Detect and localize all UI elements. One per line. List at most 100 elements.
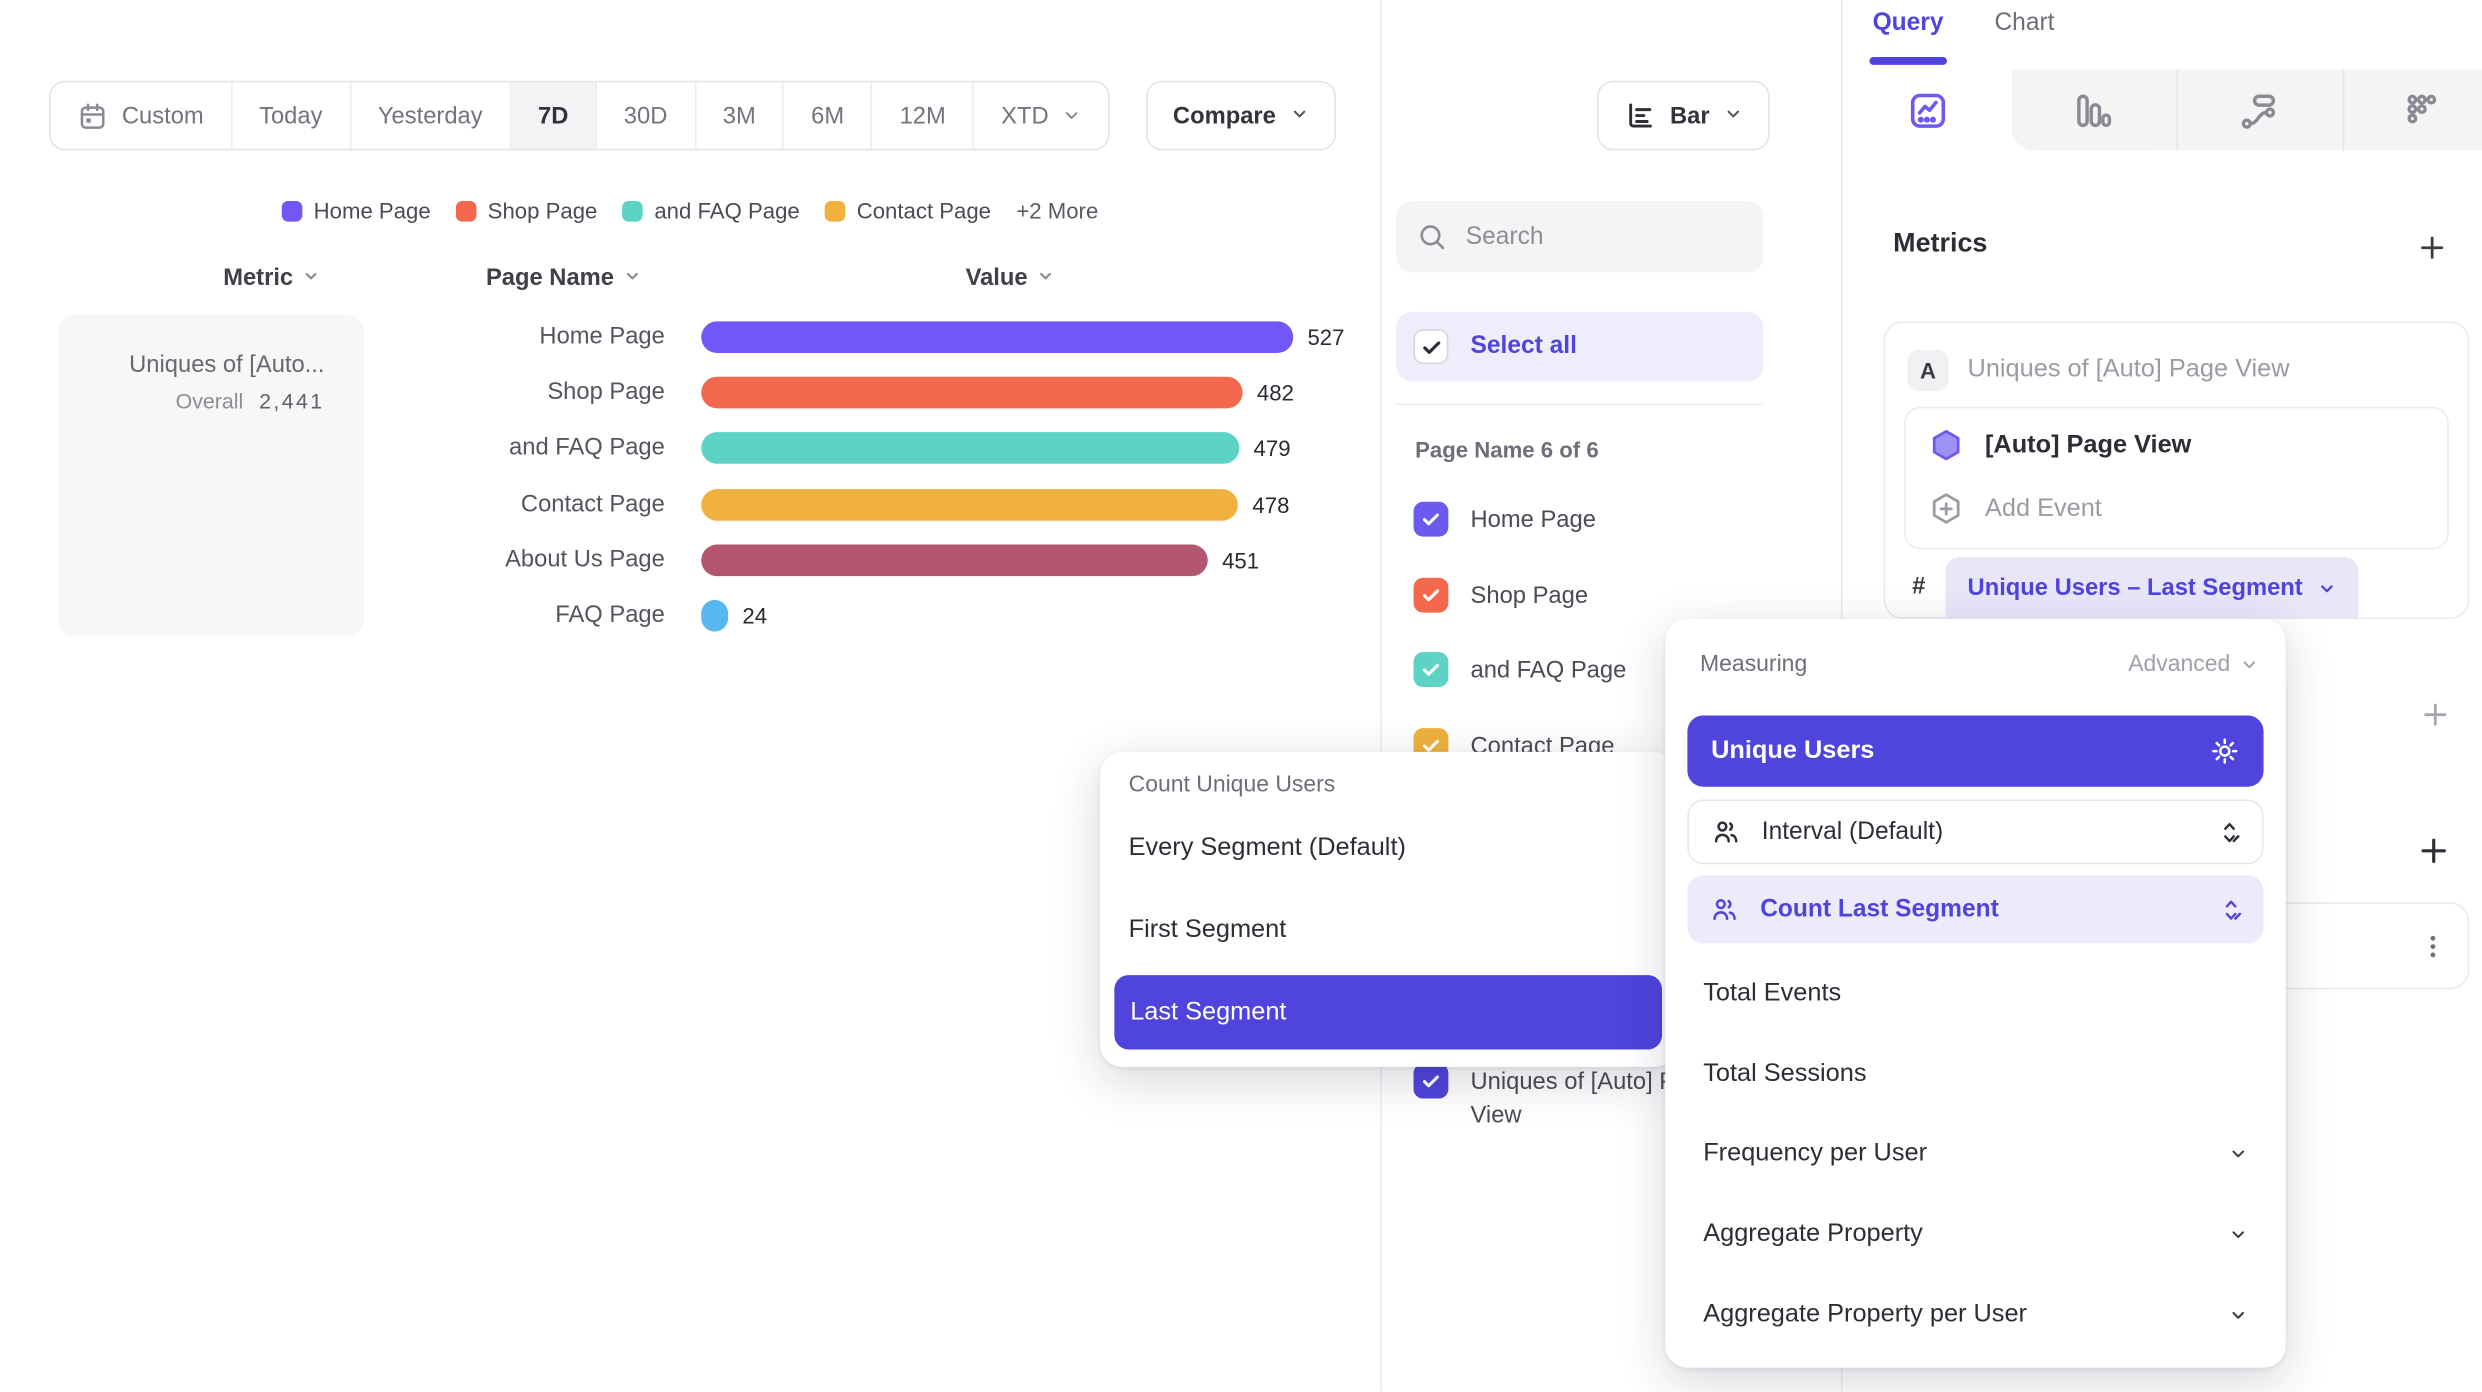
compare-button[interactable]: Compare: [1146, 80, 1337, 151]
segment-option-every-segment-default[interactable]: Every Segment (Default): [1128, 834, 1406, 862]
funnels-tab-icon[interactable]: [2072, 89, 2113, 130]
event-card: [Auto] Page View Add Event: [1904, 406, 2449, 550]
legend-chip: [282, 200, 303, 221]
more-options-icon[interactable]: [2419, 932, 2447, 960]
segment-group-label: Page Name 6 of 6: [1415, 436, 1599, 463]
legend-more[interactable]: +2 More: [1016, 197, 1099, 224]
range-button-custom[interactable]: Custom: [51, 82, 233, 149]
bar[interactable]: [701, 321, 1294, 353]
compare-label: Compare: [1172, 102, 1276, 130]
range-label: Today: [259, 102, 323, 130]
range-button-6m[interactable]: 6M: [784, 82, 873, 149]
flows-tab-icon[interactable]: [2238, 89, 2279, 130]
add-metric-button[interactable]: [2416, 231, 2449, 264]
range-button-3m[interactable]: 3M: [696, 82, 785, 149]
column-header-page-name[interactable]: Page Name: [486, 264, 641, 291]
add-event-label: Add Event: [1984, 494, 2102, 522]
measuring-row-count-last-segment[interactable]: Count Last Segment: [1687, 875, 2264, 944]
bar-category-label: Shop Page: [547, 378, 665, 406]
bar-category-label: Home Page: [539, 322, 665, 350]
chevron-down-icon: [2229, 1225, 2248, 1244]
legend-chip: [456, 200, 477, 221]
segment-checkbox[interactable]: [1413, 577, 1449, 612]
stepper-icon[interactable]: [2219, 819, 2240, 844]
segment-checkbox[interactable]: [1413, 501, 1449, 537]
active-tab-underline: [1869, 56, 1947, 65]
metric-card[interactable]: A Uniques of [Auto] Page View [Auto] Pag…: [1883, 321, 2470, 619]
bar-category-label: Contact Page: [520, 490, 665, 517]
metric-summary-card[interactable]: Uniques of [Auto... Overall 2,441: [58, 314, 365, 637]
chevron-down-icon: [2229, 1306, 2248, 1325]
chart-type-button[interactable]: Bar: [1597, 80, 1770, 151]
add-breakdown-button[interactable]: [2416, 833, 2452, 869]
select-all-row[interactable]: Select all: [1396, 311, 1764, 382]
bar[interactable]: [701, 488, 1239, 521]
range-button-7d[interactable]: 7D: [511, 82, 597, 149]
range-label: 7D: [538, 102, 569, 130]
range-button-today[interactable]: Today: [232, 82, 351, 149]
chevron-down-icon: [2240, 655, 2259, 674]
legend-item-shop-page[interactable]: Shop Page: [456, 198, 597, 223]
segment-checkbox[interactable]: [1413, 1063, 1449, 1099]
tab-chart[interactable]: Chart: [1994, 9, 2055, 37]
measuring-option-total-events[interactable]: Total Events: [1703, 979, 1842, 1007]
metric-overall: Overall 2,441: [175, 389, 325, 414]
tab-query[interactable]: Query: [1872, 9, 1944, 37]
list-divider: [1396, 403, 1764, 406]
search-input[interactable]: [1462, 220, 1743, 253]
add-event-row[interactable]: Add Event: [1928, 491, 2102, 527]
stepper-icon[interactable]: [2221, 897, 2242, 922]
bar[interactable]: [701, 599, 729, 632]
measuring-option-frequency-per-user[interactable]: Frequency per User: [1703, 1140, 2248, 1168]
segment-checkbox[interactable]: [1413, 652, 1449, 688]
select-all-checkbox[interactable]: [1413, 329, 1449, 365]
chevron-down-icon: [1063, 106, 1082, 125]
column-header-value[interactable]: Value: [966, 264, 1055, 291]
measuring-row-interval-default[interactable]: Interval (Default): [1687, 799, 2264, 865]
legend-item-home-page[interactable]: Home Page: [282, 198, 431, 223]
segment-item-shop-page[interactable]: Shop Page: [1413, 577, 1819, 612]
measuring-option-aggregate-property-per-user[interactable]: Aggregate Property per User: [1703, 1301, 2248, 1329]
bar-value: 479: [1253, 435, 1291, 462]
retention-tab-icon[interactable]: [2401, 89, 2442, 130]
bar[interactable]: [701, 377, 1243, 409]
chevron-down-icon: [1037, 264, 1054, 291]
range-button-yesterday[interactable]: Yesterday: [351, 82, 512, 149]
segment-option-first-segment[interactable]: First Segment: [1128, 916, 1287, 944]
bar[interactable]: [701, 432, 1240, 465]
bar-value: 478: [1252, 491, 1290, 517]
calendar-icon: [78, 101, 108, 131]
bar-value: 451: [1222, 547, 1260, 573]
range-button-xtd[interactable]: XTD: [974, 82, 1109, 148]
count-menu-header: Count Unique Users: [1128, 772, 1336, 798]
bar[interactable]: [701, 544, 1208, 576]
bar-row-about-us-page: About Us Page 451: [0, 544, 1380, 576]
legend-item-contact-page[interactable]: Contact Page: [825, 198, 991, 223]
legend-item-and-faq-page[interactable]: and FAQ Page: [622, 198, 800, 223]
add-filter-button[interactable]: [2419, 698, 2452, 731]
measurement-dropdown[interactable]: Unique Users – Last Segment: [1945, 557, 2359, 619]
unique-users-option[interactable]: Unique Users: [1687, 715, 2264, 787]
bar-value: 527: [1307, 324, 1345, 350]
insights-tab-icon[interactable]: [1907, 89, 1950, 132]
measuring-menu: Measuring Advanced Unique Users Interval…: [1665, 618, 2286, 1368]
segment-item-home-page[interactable]: Home Page: [1413, 501, 1819, 537]
bar-row-faq-page: FAQ Page 24: [0, 599, 1380, 632]
segment-option-last-segment-selected[interactable]: Last Segment: [1114, 975, 1663, 1050]
search-box[interactable]: [1396, 201, 1764, 273]
range-button-30d[interactable]: 30D: [597, 82, 696, 149]
measuring-option-total-sessions[interactable]: Total Sessions: [1703, 1060, 1867, 1088]
column-header-metric[interactable]: Metric: [223, 264, 320, 291]
bar-row-shop-page: Shop Page 482: [0, 377, 1380, 409]
chart-type-tabs: [1843, 69, 2482, 151]
metrics-header: Metrics: [1893, 227, 1988, 259]
chevron-down-icon: [1724, 102, 1743, 129]
event-row[interactable]: [Auto] Page View: [1928, 427, 2191, 463]
segment-item-and-faq-page[interactable]: and FAQ Page: [1413, 652, 1819, 688]
metric-card-title: Uniques of [Auto] Page View: [1967, 356, 2290, 384]
measuring-option-aggregate-property[interactable]: Aggregate Property: [1703, 1220, 2248, 1248]
bar-category-label: and FAQ Page: [509, 434, 665, 462]
range-button-12m[interactable]: 12M: [873, 82, 975, 149]
advanced-dropdown[interactable]: Advanced: [2128, 652, 2259, 677]
gear-icon[interactable]: [2210, 736, 2240, 766]
